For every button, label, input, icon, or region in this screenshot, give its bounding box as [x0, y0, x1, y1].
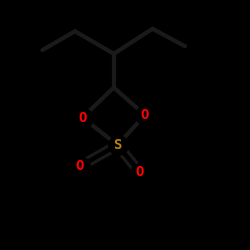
Text: O: O: [78, 110, 87, 124]
Text: O: O: [76, 159, 84, 173]
Text: O: O: [141, 108, 149, 122]
Text: O: O: [136, 166, 144, 179]
Text: S: S: [113, 138, 122, 152]
